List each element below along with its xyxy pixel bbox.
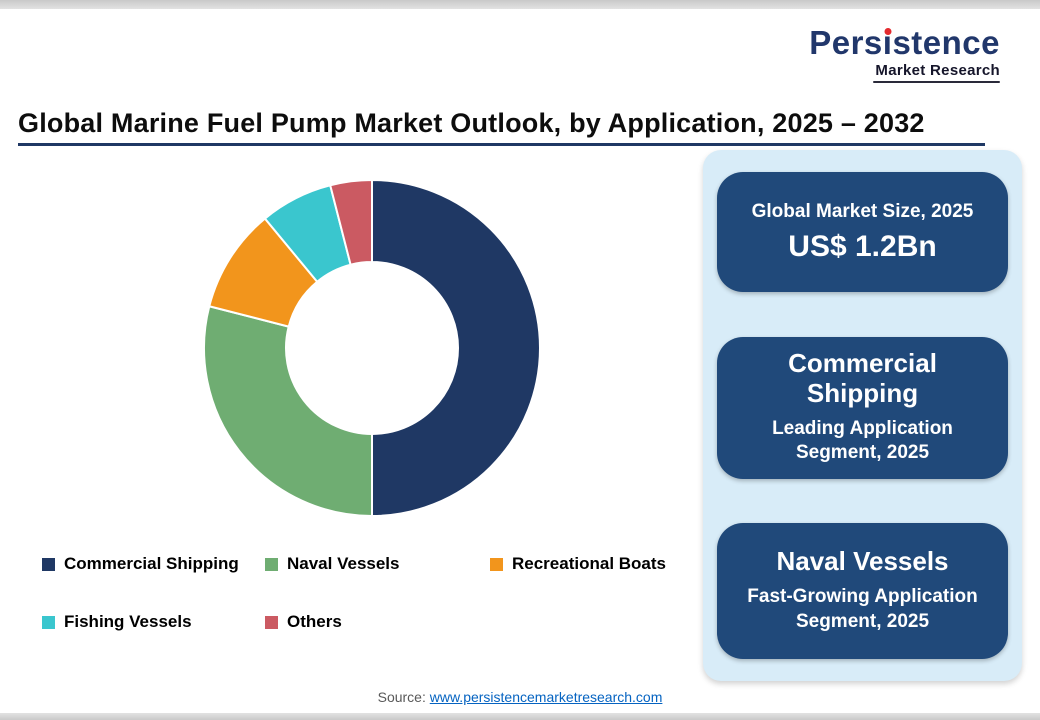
chart-legend: Commercial Shipping Naval Vessels Recreati… bbox=[42, 554, 692, 632]
brand-name-i-red-dot: ı bbox=[882, 24, 893, 61]
leading-segment-card: Commercial Shipping Leading Application … bbox=[717, 336, 1008, 479]
brand-name: Persıstence bbox=[809, 26, 1000, 59]
brand-logo: Persıstence Market Research bbox=[809, 26, 1000, 83]
fast-growing-segment-title: Naval Vessels bbox=[776, 546, 949, 577]
donut-chart bbox=[203, 178, 541, 518]
title-underline bbox=[18, 143, 985, 146]
bottom-border-strip bbox=[0, 713, 1040, 720]
fast-growing-segment-card: Naval Vessels Fast-Growing Application S… bbox=[717, 523, 1008, 659]
legend-item-commercial-shipping: Commercial Shipping bbox=[42, 554, 265, 574]
source-line: Source: www.persistencemarketresearch.co… bbox=[0, 689, 1040, 705]
market-size-title: Global Market Size, 2025 bbox=[751, 200, 974, 222]
legend-label-naval-vessels: Naval Vessels bbox=[287, 554, 400, 573]
brand-tagline: Market Research bbox=[875, 62, 1000, 79]
brand-name-post: stence bbox=[892, 24, 1000, 61]
donut-segment-naval-vessels bbox=[203, 305, 373, 518]
market-size-card: Global Market Size, 2025 US$ 1.2Bn bbox=[717, 172, 1008, 292]
legend-item-naval-vessels: Naval Vessels bbox=[265, 554, 490, 574]
leading-segment-title: Commercial Shipping bbox=[788, 347, 937, 408]
donut-segment-others bbox=[329, 178, 373, 266]
legend-swatch-commercial-shipping bbox=[42, 557, 55, 571]
legend-item-others: Others bbox=[265, 612, 490, 632]
legend-swatch-naval-vessels bbox=[265, 557, 278, 571]
page-title: Global Marine Fuel Pump Market Outlook, … bbox=[18, 108, 925, 138]
legend-label-others: Others bbox=[287, 612, 342, 631]
legend-item-fishing-vessels: Fishing Vessels bbox=[42, 612, 265, 632]
leading-segment-subtitle: Leading Application Segment, 2025 bbox=[772, 417, 953, 464]
brand-name-pre: Pers bbox=[809, 24, 883, 61]
legend-swatch-fishing-vessels bbox=[42, 615, 55, 629]
legend-label-recreational-boats: Recreational Boats bbox=[512, 554, 666, 573]
source-link[interactable]: www.persistencemarketresearch.com bbox=[429, 689, 663, 705]
legend-swatch-recreational-boats bbox=[490, 557, 503, 571]
donut-segment-commercial-shipping bbox=[371, 178, 541, 518]
legend-item-recreational-boats: Recreational Boats bbox=[490, 554, 690, 574]
brand-underline bbox=[873, 81, 1000, 83]
summary-panel: Global Market Size, 2025 US$ 1.2Bn Comme… bbox=[703, 150, 1022, 681]
market-size-value: US$ 1.2Bn bbox=[788, 229, 937, 263]
top-border-strip bbox=[0, 0, 1040, 9]
fast-growing-segment-subtitle: Fast-Growing Application Segment, 2025 bbox=[747, 586, 978, 632]
legend-label-fishing-vessels: Fishing Vessels bbox=[64, 612, 192, 631]
source-label: Source: bbox=[377, 689, 426, 705]
legend-label-commercial-shipping: Commercial Shipping bbox=[64, 554, 239, 573]
legend-swatch-others bbox=[265, 615, 278, 629]
